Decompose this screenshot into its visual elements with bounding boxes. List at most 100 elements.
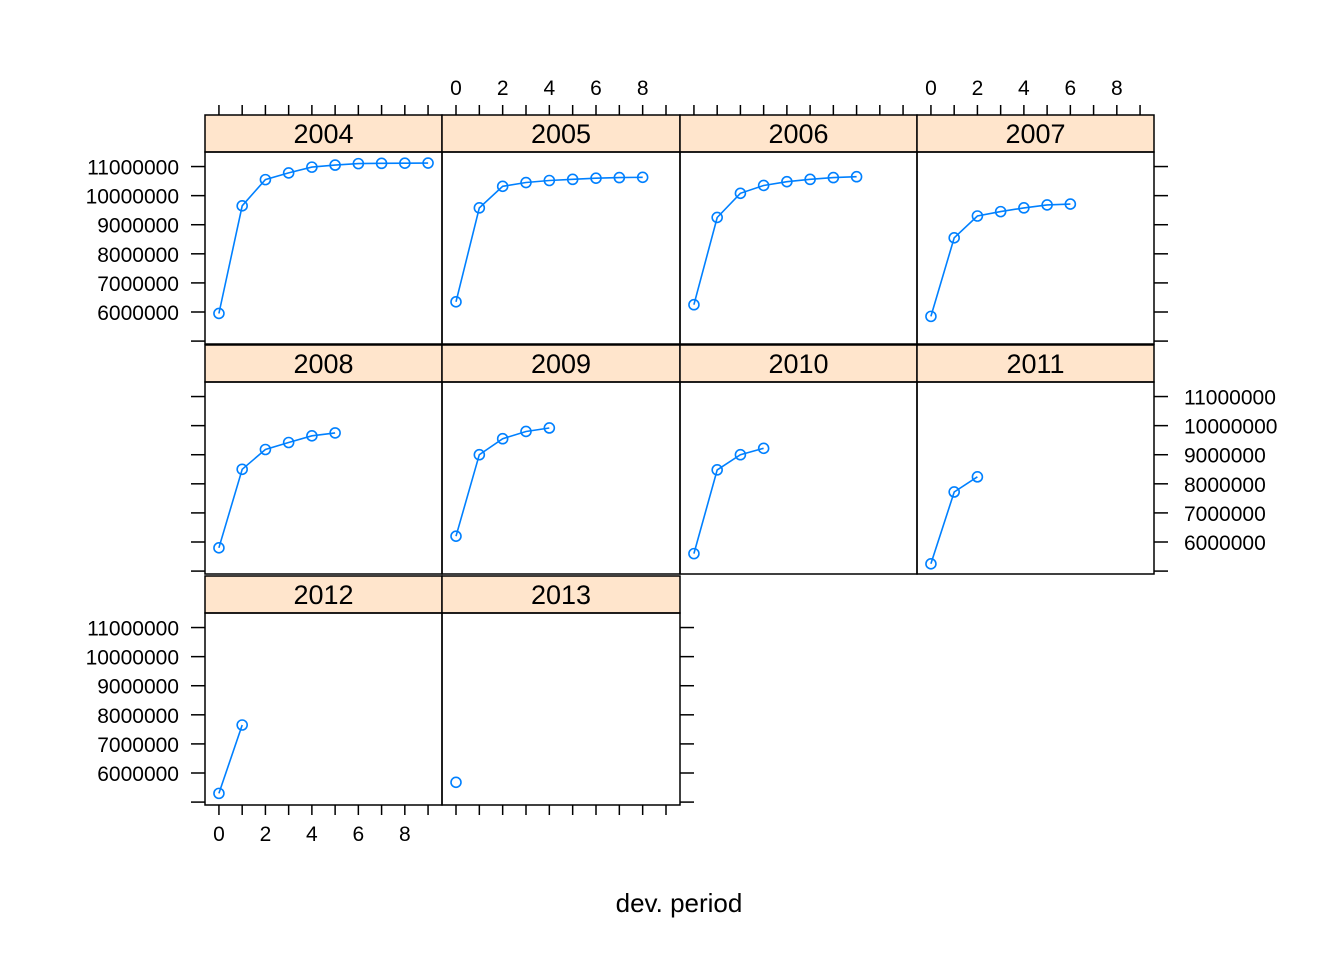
data-point-2004-4 (306, 161, 318, 173)
series-line-2008 (218, 432, 336, 549)
data-point-2004-7 (375, 157, 388, 170)
data-point-2011-1 (948, 486, 960, 498)
x-tick-label: 8 (637, 77, 649, 100)
panel-2007 (916, 151, 1155, 345)
y-tick-label: 6000000 (97, 763, 179, 786)
strip-2006 (679, 114, 918, 153)
panel-2013 (441, 612, 681, 806)
strip-label-2010: 2010 (768, 349, 828, 379)
x-tick-label: 4 (543, 77, 555, 100)
y-tick-label: 7000000 (97, 734, 179, 757)
y-tick-label: 11000000 (87, 157, 179, 180)
data-point-2008-3 (282, 436, 295, 449)
data-point-2011-0 (925, 558, 937, 570)
x-tick-label: 6 (353, 823, 365, 846)
data-point-2004-1 (236, 200, 248, 212)
data-point-2008-2 (259, 443, 272, 456)
data-point-2004-5 (329, 159, 341, 171)
data-point-2006-5 (804, 173, 816, 186)
data-point-2005-2 (496, 180, 509, 193)
y-tick-label: 10000000 (86, 647, 179, 670)
data-point-2008-5 (329, 427, 341, 439)
data-point-2009-0 (450, 530, 462, 542)
data-point-2010-1 (711, 464, 723, 476)
data-point-2004-0 (213, 307, 225, 320)
y-tick-label: 7000000 (97, 273, 179, 296)
panel-2011 (916, 381, 1155, 575)
data-point-2004-6 (352, 157, 365, 170)
strip-2011 (916, 344, 1155, 383)
y-tick-label: 6000000 (97, 302, 179, 325)
strip-label-2006: 2006 (768, 119, 828, 149)
strip-2009 (441, 344, 681, 383)
x-tick-label: 0 (213, 823, 225, 846)
data-point-2004-8 (399, 157, 411, 169)
strip-label-2008: 2008 (293, 349, 353, 379)
data-point-2005-8 (636, 171, 649, 184)
data-point-2005-1 (473, 202, 486, 214)
strip-label-2007: 2007 (1005, 119, 1065, 149)
data-point-2007-6 (1064, 198, 1077, 210)
x-tick-label: 4 (306, 823, 318, 846)
strip-label-2013: 2013 (531, 580, 591, 610)
x-tick-label: 8 (399, 823, 411, 846)
data-point-2012-0 (213, 787, 225, 800)
panel-2004 (204, 151, 443, 345)
panel-2012 (204, 612, 443, 806)
data-point-2010-2 (734, 448, 747, 461)
data-point-2011-2 (971, 471, 984, 483)
series-line-2005 (455, 176, 643, 302)
series-line-2010 (693, 447, 764, 554)
x-tick-label: 4 (1018, 77, 1030, 100)
y-tick-label: 9000000 (97, 676, 179, 699)
strip-label-2009: 2009 (531, 349, 591, 379)
data-point-2005-4 (543, 174, 556, 187)
data-point-2005-0 (450, 296, 462, 308)
y-tick-label: 11000000 (1184, 387, 1276, 410)
x-tick-label: 2 (260, 823, 272, 846)
data-point-2004-3 (282, 167, 295, 179)
x-axis-title: dev. period (616, 888, 743, 918)
y-tick-label: 9000000 (1184, 445, 1266, 468)
data-point-2006-7 (850, 170, 863, 183)
panel-2009 (441, 381, 681, 575)
y-tick-label: 10000000 (1184, 416, 1277, 439)
series-line-2004 (218, 162, 429, 314)
y-tick-label: 8000000 (97, 244, 179, 267)
data-point-2007-1 (948, 232, 960, 244)
series-line-2012 (218, 724, 243, 794)
data-point-2007-2 (971, 210, 984, 222)
data-point-2007-0 (925, 310, 937, 323)
y-tick-label: 11000000 (87, 618, 179, 641)
y-tick-label: 9000000 (97, 215, 179, 238)
x-tick-label: 6 (590, 77, 602, 100)
data-point-2006-6 (827, 171, 840, 184)
strip-label-2011: 2011 (1006, 349, 1064, 379)
data-point-2013-0 (450, 776, 462, 789)
strip-2007 (916, 114, 1155, 153)
strip-2004 (204, 114, 443, 153)
strip-2010 (679, 344, 918, 383)
data-point-2007-4 (1018, 202, 1030, 214)
data-point-2006-1 (711, 211, 723, 224)
data-point-2006-3 (757, 179, 770, 192)
strip-label-2012: 2012 (293, 580, 353, 610)
strip-label-2004: 2004 (293, 119, 353, 149)
data-point-2008-1 (236, 463, 248, 476)
data-point-2010-3 (757, 442, 770, 455)
data-point-2006-2 (734, 187, 747, 200)
panel-2005 (441, 151, 681, 345)
series-line-2009 (455, 427, 550, 537)
data-point-2009-3 (520, 425, 532, 438)
y-tick-label: 8000000 (1184, 474, 1266, 497)
y-tick-label: 8000000 (97, 705, 179, 728)
x-tick-label: 8 (1111, 77, 1123, 100)
data-point-2010-0 (688, 547, 700, 560)
x-tick-label: 2 (497, 77, 509, 100)
series-line-2006 (693, 175, 857, 305)
data-point-2005-5 (566, 173, 579, 186)
data-point-2012-1 (236, 719, 248, 731)
series-line-2007 (930, 203, 1071, 317)
data-point-2007-3 (994, 205, 1007, 218)
